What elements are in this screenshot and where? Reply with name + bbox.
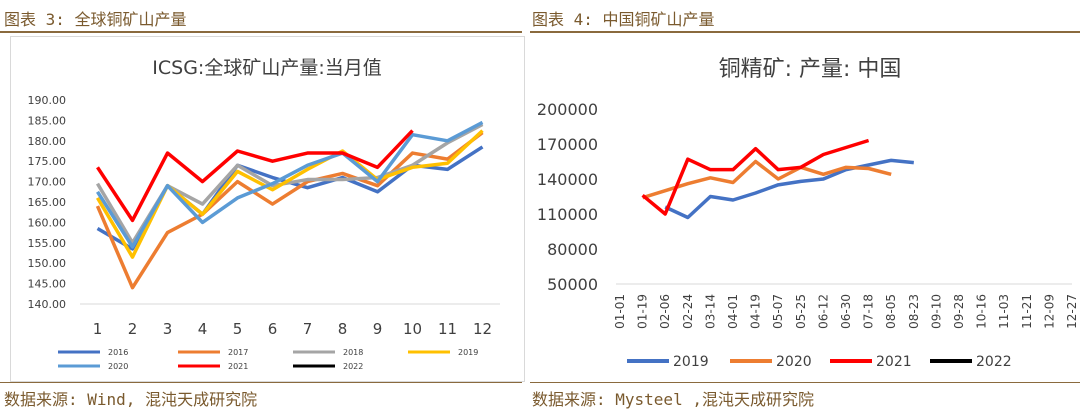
right-source-rule <box>530 382 1080 383</box>
left-y-tick-label: 180.00 <box>28 135 67 148</box>
left-legend-label-2022: 2022 <box>343 362 363 371</box>
left-x-tick-label: 1 <box>93 320 103 338</box>
left-series-line-2020 <box>96 120 484 249</box>
left-x-tick-label: 11 <box>438 320 457 338</box>
right-x-tick-label: 12-27 <box>1065 294 1077 329</box>
right-x-tick-label: 08-23 <box>907 294 921 329</box>
left-y-tick-label: 170.00 <box>28 176 67 189</box>
right-y-tick-label: 140000 <box>537 170 598 189</box>
right-x-tick-label: 06-30 <box>839 294 853 329</box>
left-x-tick-label: 5 <box>233 320 243 338</box>
right-source-note: 数据来源: Mysteel ,混沌天成研究院 <box>532 390 814 409</box>
right-x-tick-label: 01-01 <box>613 294 627 329</box>
right-legend-label-2022: 2022 <box>976 354 1012 370</box>
right-legend-label-2021: 2021 <box>876 354 912 370</box>
right-legend-label-2020: 2020 <box>776 354 812 370</box>
right-x-tick-label: 02-06 <box>658 294 672 329</box>
left-chart-title: ICSG:全球矿山产量:当月值 <box>152 57 381 79</box>
left-legend-label-2017: 2017 <box>228 348 248 357</box>
left-series-line-2017 <box>95 131 484 290</box>
right-y-tick-label: 50000 <box>547 275 598 294</box>
left-legend-label-2021: 2021 <box>228 362 248 371</box>
right-x-tick-label: 05-07 <box>771 294 785 329</box>
right-x-tick-label: 04-19 <box>749 294 763 329</box>
right-heading-rule <box>530 31 1080 33</box>
right-x-tick-label: 01-19 <box>636 294 650 329</box>
left-y-tick-label: 140.00 <box>28 298 67 311</box>
left-legend-label-2018: 2018 <box>343 348 363 357</box>
left-x-tick-label: 9 <box>373 320 383 338</box>
right-x-tick-label: 03-14 <box>703 294 717 329</box>
right-series-line-2021 <box>641 138 870 216</box>
right-x-tick-label: 11-03 <box>997 294 1011 329</box>
right-x-tick-label: 08-05 <box>884 294 898 329</box>
left-y-tick-label: 190.00 <box>28 94 67 107</box>
left-figure-heading: 图表 3: 全球铜矿山产量 <box>4 10 187 29</box>
right-y-tick-label: 110000 <box>537 205 598 224</box>
left-x-tick-label: 7 <box>303 320 313 338</box>
left-y-tick-label: 160.00 <box>28 216 67 229</box>
left-y-tick-label: 175.00 <box>28 155 67 168</box>
right-x-tick-label: 11-21 <box>1020 294 1034 329</box>
right-x-tick-label: 09-10 <box>929 294 943 329</box>
left-y-tick-label: 145.00 <box>28 278 67 291</box>
left-source-note: 数据来源: Wind, 混沌天成研究院 <box>4 390 258 409</box>
right-series-line-2020 <box>642 159 892 200</box>
right-y-tick-label: 170000 <box>537 135 598 154</box>
right-x-tick-label: 07-18 <box>862 294 876 329</box>
left-x-tick-label: 2 <box>128 320 138 338</box>
left-legend-label-2019: 2019 <box>458 348 478 357</box>
left-source-rule <box>0 382 522 383</box>
left-chart: ICSG:全球矿山产量:当月值 140.00 145.00 150.00 155.00 1… <box>10 36 525 382</box>
left-x-tick-label: 3 <box>163 320 173 338</box>
right-x-tick-label: 02-24 <box>681 294 695 329</box>
left-series-line-2021 <box>96 129 414 223</box>
right-x-tick-label: 12-09 <box>1042 294 1056 329</box>
left-y-tick-label: 185.00 <box>28 114 67 127</box>
right-y-tick-label: 80000 <box>547 240 598 259</box>
left-x-tick-label: 4 <box>198 320 208 338</box>
left-heading-rule <box>0 31 522 33</box>
right-x-tick-label: 05-25 <box>794 294 808 329</box>
right-y-tick-label: 200000 <box>537 100 598 119</box>
right-chart: 铜精矿: 产量: 中国 50000 80000 110000 140000 170000 2… <box>537 57 1077 370</box>
left-y-tick-label: 155.00 <box>28 237 67 250</box>
left-y-tick-label: 165.00 <box>28 196 67 209</box>
left-chart-frame <box>10 36 525 382</box>
right-x-tick-label: 06-12 <box>816 294 830 329</box>
right-legend-label-2019: 2019 <box>673 354 709 370</box>
left-legend-label-2020: 2020 <box>108 362 128 371</box>
left-x-tick-label: 6 <box>268 320 278 338</box>
right-series-line-2019 <box>664 158 914 220</box>
right-x-tick-label: 09-28 <box>952 294 966 329</box>
right-x-tick-label: 10-16 <box>975 294 989 329</box>
left-y-tick-label: 150.00 <box>28 257 67 270</box>
right-chart-title: 铜精矿: 产量: 中国 <box>719 57 902 82</box>
right-x-tick-label: 04-01 <box>726 294 740 329</box>
left-x-tick-label: 12 <box>473 320 492 338</box>
left-x-tick-label: 10 <box>403 320 422 338</box>
left-x-tick-label: 8 <box>338 320 348 338</box>
left-legend-label-2016: 2016 <box>108 348 128 357</box>
right-figure-heading: 图表 4: 中国铜矿山产量 <box>532 10 715 29</box>
